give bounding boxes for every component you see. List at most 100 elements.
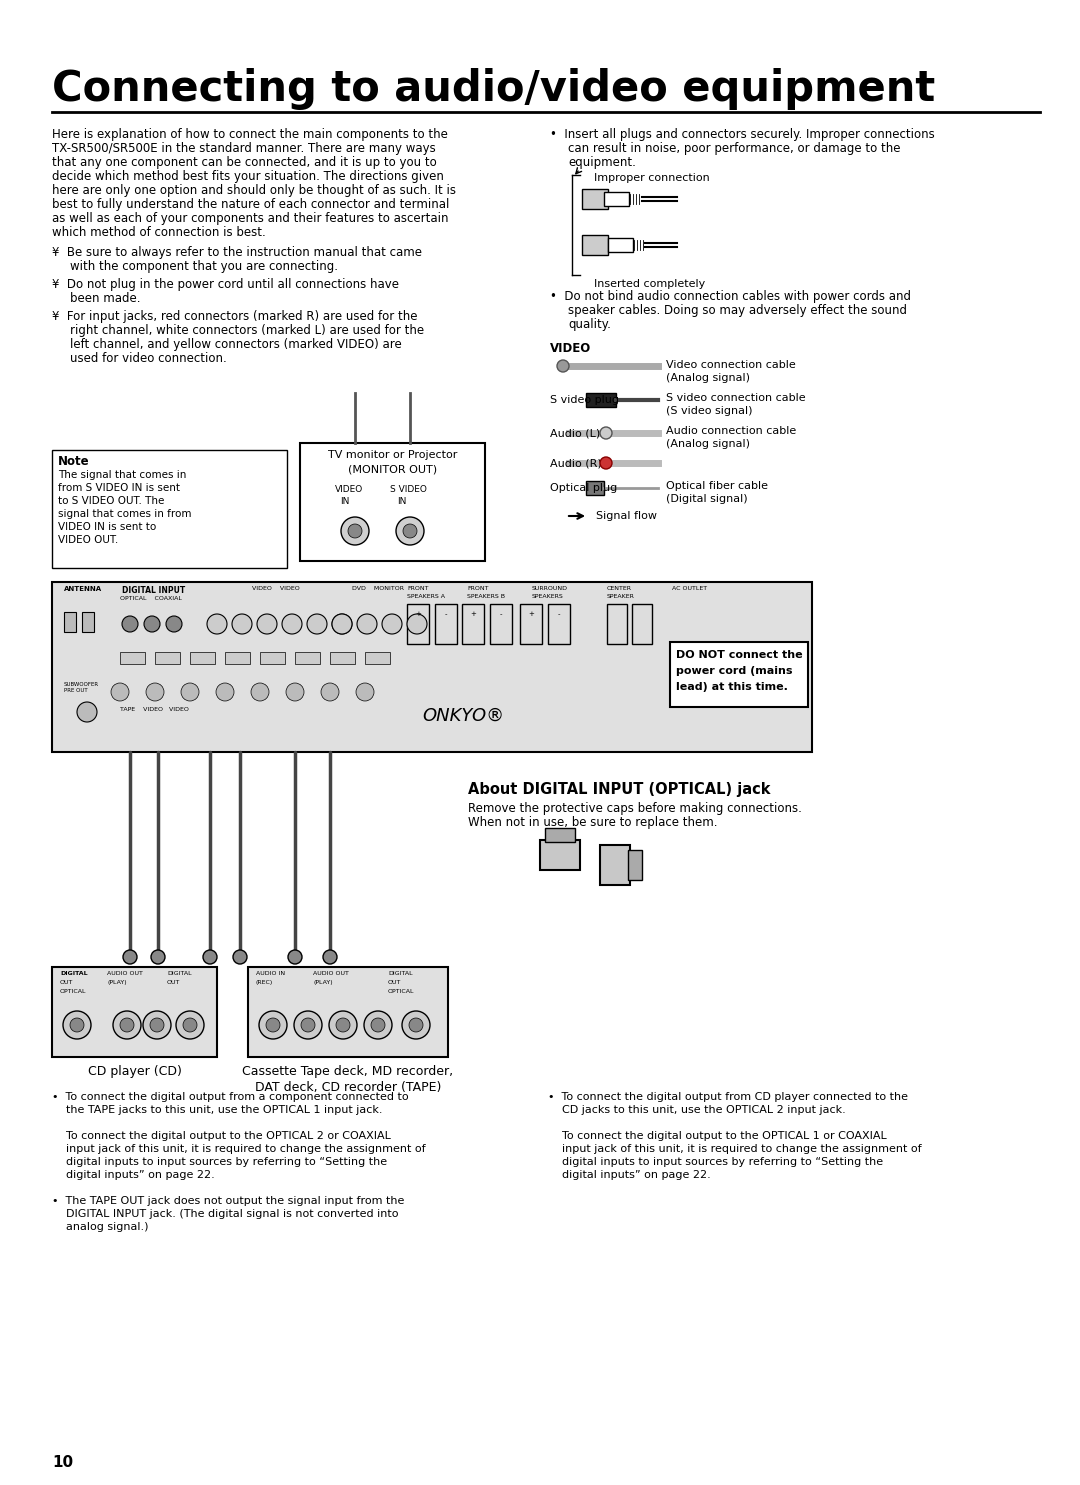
Text: ¥  Do not plug in the power cord until all connections have: ¥ Do not plug in the power cord until al… [52,278,399,291]
Text: digital inputs to input sources by referring to “Setting the: digital inputs to input sources by refer… [52,1157,387,1167]
Text: DO NOT connect the: DO NOT connect the [676,650,802,659]
Bar [586,394,616,407]
Text: FRONT: FRONT [467,587,488,591]
Text: •  Insert all plugs and connectors securely. Improper connections: • Insert all plugs and connectors secure… [550,128,935,141]
Circle shape [307,613,327,634]
Bar [548,604,570,644]
Bar [604,192,629,206]
Bar [608,238,633,252]
Text: VIDEO    VIDEO: VIDEO VIDEO [252,587,300,591]
Circle shape [402,1011,430,1040]
Circle shape [403,524,417,538]
Text: Here is explanation of how to connect the main components to the: Here is explanation of how to connect th… [52,128,448,141]
Text: the TAPE jacks to this unit, use the OPTICAL 1 input jack.: the TAPE jacks to this unit, use the OPT… [52,1105,382,1115]
Text: DIGITAL INPUT jack. (The digital signal is not converted into: DIGITAL INPUT jack. (The digital signal … [52,1209,399,1219]
Text: To connect the digital output to the OPTICAL 1 or COAXIAL: To connect the digital output to the OPT… [548,1132,887,1140]
Text: AUDIO OUT: AUDIO OUT [313,971,349,976]
Text: analog signal.): analog signal.) [52,1222,149,1233]
Text: (S video signal): (S video signal) [666,405,753,416]
Text: digital inputs to input sources by referring to “Setting the: digital inputs to input sources by refer… [548,1157,883,1167]
Text: SPEAKERS B: SPEAKERS B [467,594,505,598]
Circle shape [282,613,302,634]
Bar [120,652,145,664]
Text: Signal flow: Signal flow [596,511,657,521]
Text: 10: 10 [52,1455,73,1470]
Circle shape [233,950,247,964]
Text: +: + [415,610,421,616]
Text: (Digital signal): (Digital signal) [666,495,747,503]
Text: Optical fiber cable: Optical fiber cable [666,481,768,492]
Circle shape [146,683,164,701]
Circle shape [77,702,97,722]
Circle shape [286,683,303,701]
Circle shape [120,1019,134,1032]
Text: FRONT: FRONT [407,587,429,591]
Text: SPEAKERS: SPEAKERS [532,594,564,598]
Bar [300,443,485,561]
Bar [607,604,627,644]
Bar [64,612,76,633]
Text: here are only one option and should only be thought of as such. It is: here are only one option and should only… [52,184,456,198]
Circle shape [364,1011,392,1040]
Circle shape [181,683,199,701]
Circle shape [332,613,352,634]
Text: best to fully understand the nature of each connector and terminal: best to fully understand the nature of e… [52,198,449,211]
Text: •  To connect the digital output from CD player connected to the: • To connect the digital output from CD … [548,1091,908,1102]
Text: DIGITAL: DIGITAL [167,971,191,976]
Text: that any one component can be connected, and it is up to you to: that any one component can be connected,… [52,156,436,169]
Bar [365,652,390,664]
Text: -: - [500,610,502,616]
Text: OPTICAL: OPTICAL [60,989,86,993]
Text: •  To connect the digital output from a component connected to: • To connect the digital output from a c… [52,1091,408,1102]
Text: SUBWOOFER
PRE OUT: SUBWOOFER PRE OUT [64,682,99,693]
Text: right channel, white connectors (marked L) are used for the: right channel, white connectors (marked … [70,324,424,337]
Circle shape [113,1011,141,1040]
Text: VIDEO IN is sent to: VIDEO IN is sent to [58,523,157,532]
Text: OUT: OUT [388,980,402,985]
Bar [490,604,512,644]
Bar [260,652,285,664]
Circle shape [321,683,339,701]
Text: •  The TAPE OUT jack does not output the signal input from the: • The TAPE OUT jack does not output the … [52,1195,404,1206]
Bar [52,450,287,567]
Text: Audio connection cable: Audio connection cable [666,426,796,437]
Text: as well as each of your components and their features to ascertain: as well as each of your components and t… [52,212,448,226]
Text: which method of connection is best.: which method of connection is best. [52,226,266,239]
Text: Note: Note [58,454,90,468]
Text: TAPE    VIDEO   VIDEO: TAPE VIDEO VIDEO [120,707,189,711]
Bar [190,652,215,664]
Text: input jack of this unit, it is required to change the assignment of: input jack of this unit, it is required … [548,1143,921,1154]
Text: used for video connection.: used for video connection. [70,352,227,365]
Text: -: - [445,610,447,616]
Text: DIGITAL: DIGITAL [388,971,413,976]
Text: IN: IN [340,497,349,506]
Bar [407,604,429,644]
Text: been made.: been made. [70,293,140,304]
Circle shape [348,524,362,538]
Bar [52,582,812,751]
Circle shape [150,1019,164,1032]
Circle shape [301,1019,315,1032]
Circle shape [407,613,427,634]
Circle shape [111,683,129,701]
Circle shape [176,1011,204,1040]
Circle shape [257,613,276,634]
Bar [248,967,448,1057]
Text: signal that comes in from: signal that comes in from [58,509,191,518]
Circle shape [332,613,352,634]
Circle shape [166,616,183,633]
Circle shape [266,1019,280,1032]
Bar [632,604,652,644]
Text: Cassette Tape deck, MD recorder,
DAT deck, CD recorder (TAPE): Cassette Tape deck, MD recorder, DAT dec… [242,1065,454,1094]
Text: can result in noise, poor performance, or damage to the: can result in noise, poor performance, o… [568,143,901,154]
Circle shape [600,428,612,440]
Text: AUDIO OUT: AUDIO OUT [107,971,143,976]
Text: VIDEO OUT.: VIDEO OUT. [58,535,118,545]
Text: Improper connection: Improper connection [594,172,710,183]
Circle shape [600,457,612,469]
Text: S video connection cable: S video connection cable [666,394,806,402]
Bar [52,967,217,1057]
Circle shape [151,950,165,964]
Text: (PLAY): (PLAY) [107,980,126,985]
Text: CD jacks to this unit, use the OPTICAL 2 input jack.: CD jacks to this unit, use the OPTICAL 2… [548,1105,846,1115]
